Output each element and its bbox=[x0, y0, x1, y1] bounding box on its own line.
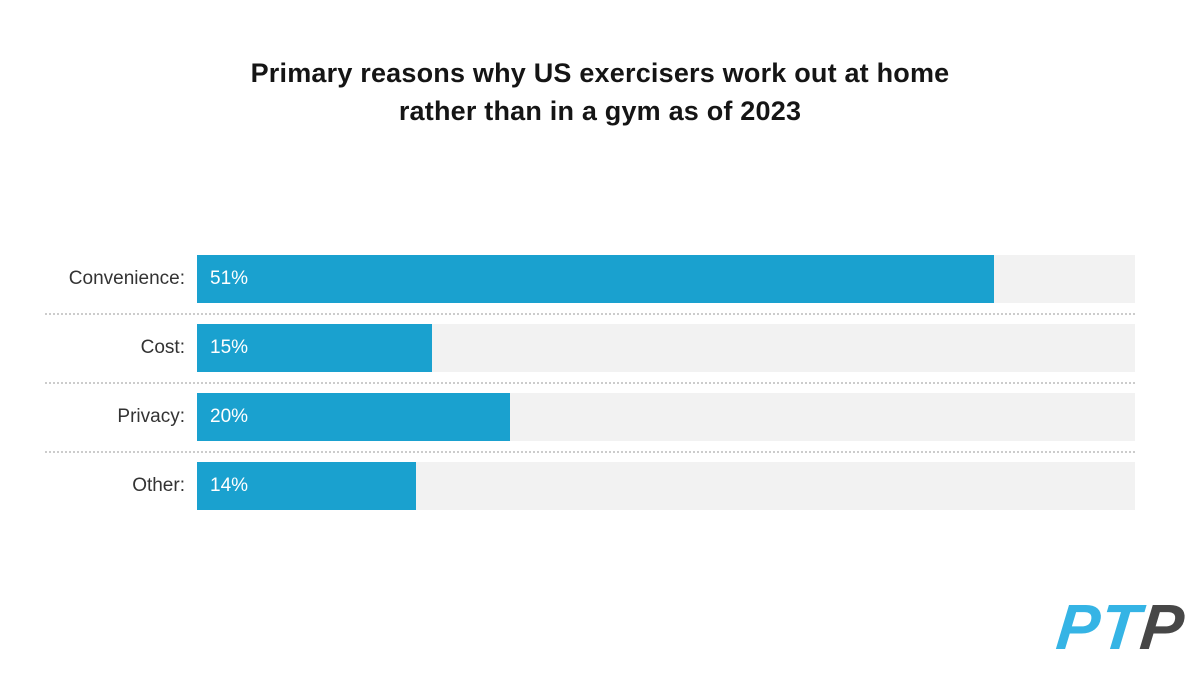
bar-fill: 51% bbox=[197, 255, 995, 303]
category-label: Other: bbox=[132, 475, 185, 496]
bar-fill: 15% bbox=[197, 324, 432, 372]
bar-row-privacy: Privacy: 20% bbox=[45, 393, 1135, 441]
bar-track: 15% bbox=[197, 324, 1135, 372]
ptp-logo-blue-letters: PT bbox=[1052, 591, 1145, 663]
bar-row-other: Other: 14% bbox=[45, 462, 1135, 510]
chart-title-line-1: Primary reasons why US exercisers work o… bbox=[250, 58, 950, 88]
ptp-logo: PTP bbox=[1053, 591, 1188, 663]
category-label: Privacy: bbox=[117, 406, 185, 427]
row-separator bbox=[45, 451, 1135, 453]
row-separator bbox=[45, 382, 1135, 384]
bar-chart: Convenience: 51% Cost: 15% Privacy: 20% bbox=[45, 255, 1135, 510]
bar-value-label: 14% bbox=[210, 475, 249, 496]
chart-title: Primary reasons why US exercisers work o… bbox=[0, 54, 1200, 130]
bar-value-label: 15% bbox=[210, 337, 249, 358]
bar-track: 20% bbox=[197, 393, 1135, 441]
bar-value-label: 51% bbox=[210, 268, 249, 289]
bar-track: 51% bbox=[197, 255, 1135, 303]
bar-fill: 20% bbox=[197, 393, 510, 441]
chart-title-line-2: rather than in a gym as of 2023 bbox=[398, 96, 802, 126]
bar-row-cost: Cost: 15% bbox=[45, 324, 1135, 372]
bar-track: 14% bbox=[197, 462, 1135, 510]
bar-value-label: 20% bbox=[210, 406, 249, 427]
category-label: Convenience: bbox=[68, 268, 185, 289]
bar-row-convenience: Convenience: 51% bbox=[45, 255, 1135, 303]
ptp-logo-gray-letter: P bbox=[1136, 591, 1188, 663]
bar-fill: 14% bbox=[197, 462, 416, 510]
category-label: Cost: bbox=[140, 337, 185, 358]
row-separator bbox=[45, 313, 1135, 315]
